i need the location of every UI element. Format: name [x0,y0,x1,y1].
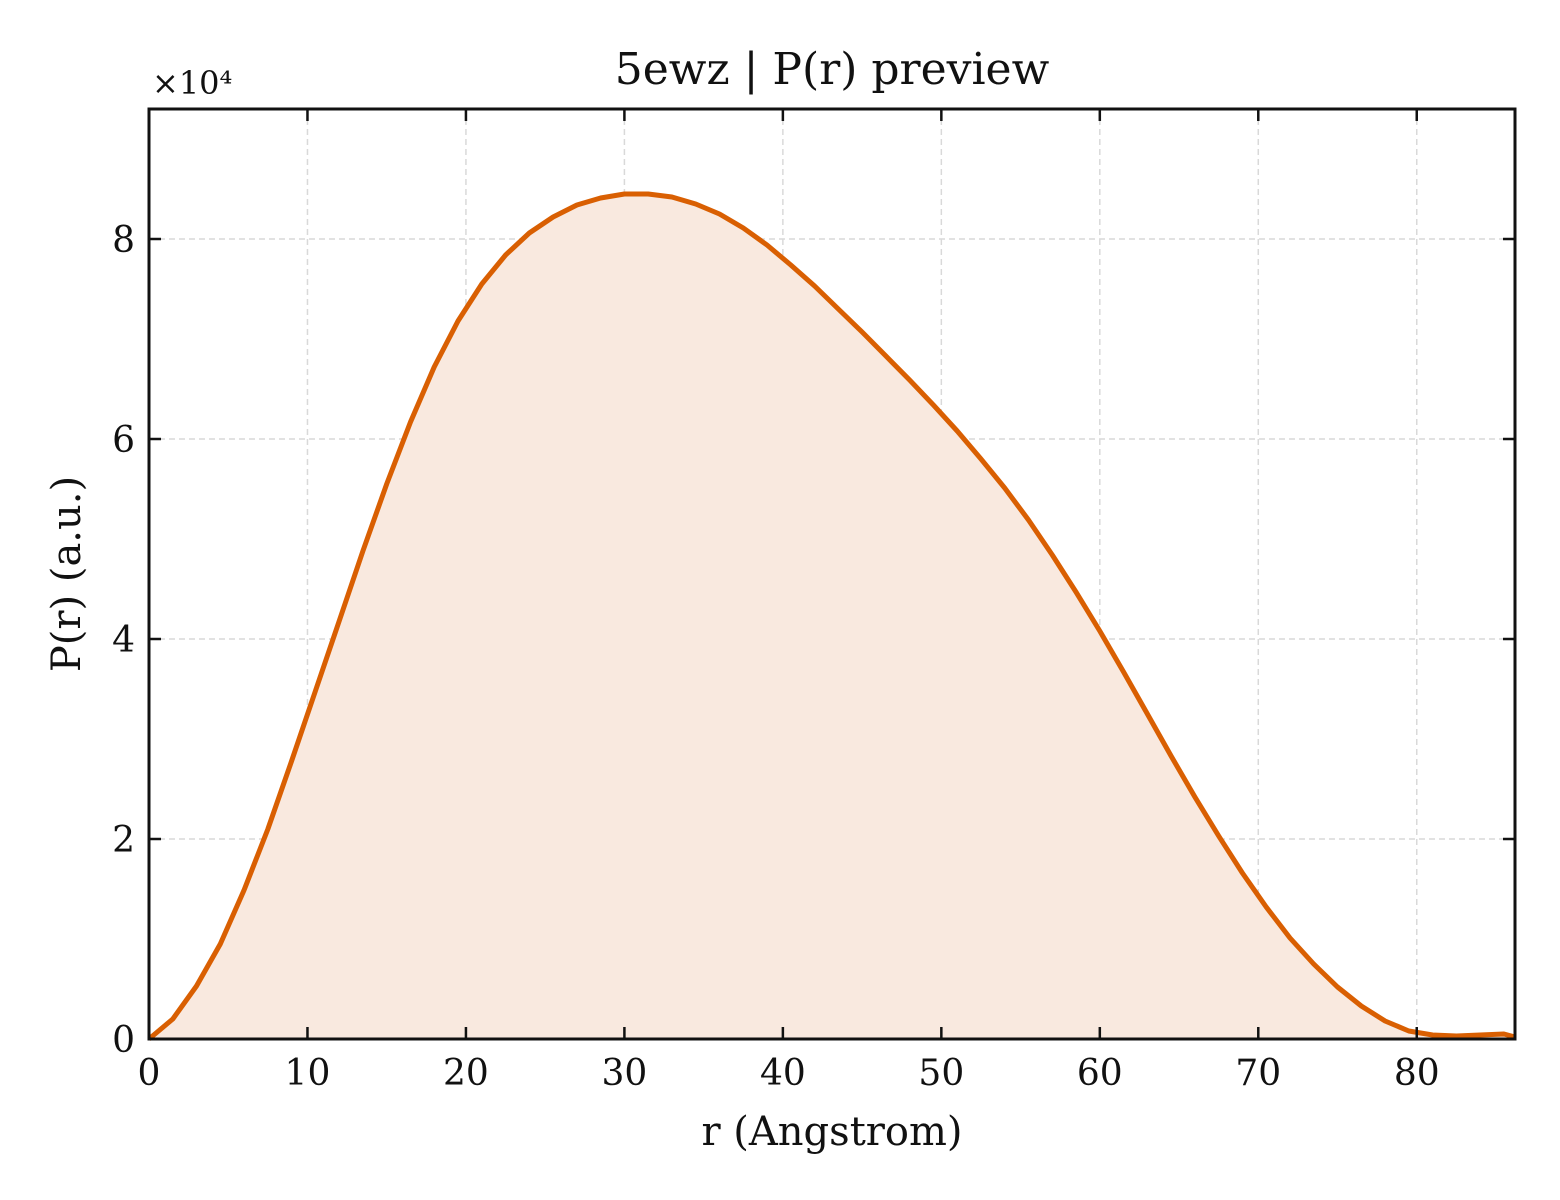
tick-marks [147,109,1515,1041]
y-tick-label: 6 [112,420,135,461]
x-tick-label: 30 [601,1053,647,1094]
y-tick-label: 0 [112,1020,135,1061]
y-tick-labels: 0 2 4 6 8 [112,220,135,1061]
y-tick-label: 2 [112,820,135,861]
chart-title: 5ewz | P(r) preview [615,44,1050,95]
x-tick-label: 0 [138,1053,161,1094]
x-tick-label: 60 [1077,1053,1123,1094]
y-axis-label: P(r) (a.u.) [44,476,90,672]
x-tick-label: 80 [1394,1053,1440,1094]
x-tick-labels: 0 10 20 30 40 50 60 70 80 [138,1053,1440,1094]
y-tick-label: 8 [112,220,135,261]
x-tick-label: 40 [760,1053,806,1094]
y-offset-label: ×10⁴ [152,64,232,102]
x-tick-label: 70 [1235,1053,1281,1094]
pr-line [147,191,1516,1041]
x-tick-label: 20 [443,1053,489,1094]
pr-area-fill [149,194,1515,1039]
y-tick-label: 4 [112,620,135,661]
x-tick-label: 10 [285,1053,331,1094]
x-axis-label: r (Angstrom) [701,1109,962,1155]
plot-frame [147,107,1517,1041]
x-tick-label: 50 [918,1053,964,1094]
